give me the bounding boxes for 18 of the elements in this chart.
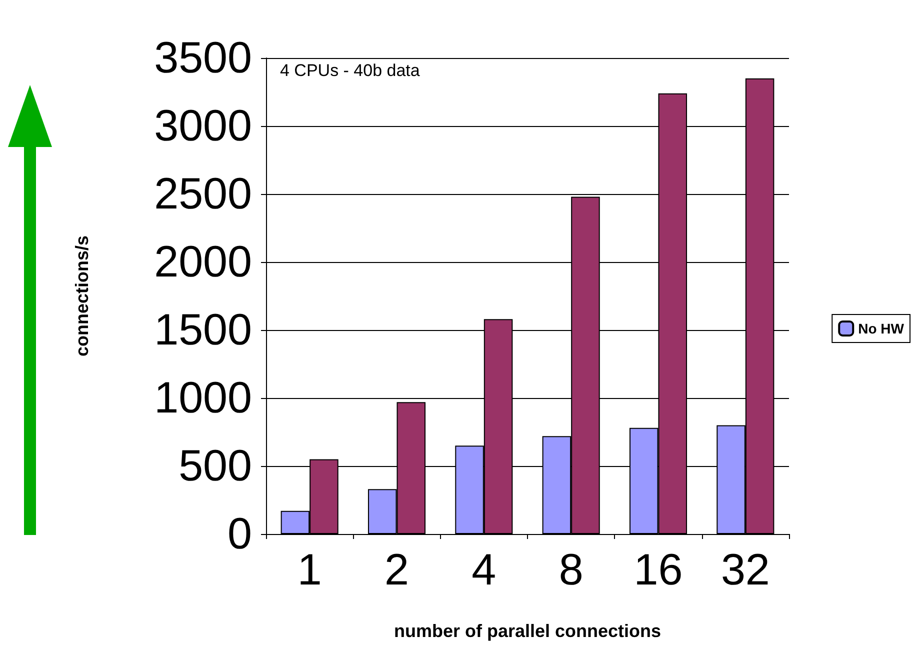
legend-label: No HW [858, 320, 905, 336]
y-tick-label: 0 [228, 510, 252, 558]
y-tick-label: 2500 [154, 170, 252, 218]
y-tick-label: 2000 [154, 238, 252, 286]
y-tick-label: 500 [178, 442, 252, 490]
y-axis-title: connections/s [72, 235, 92, 357]
x-tick-label: 4 [472, 546, 496, 594]
x-tick-label: 8 [558, 546, 584, 594]
y-tick-label: 3500 [154, 34, 252, 82]
x-tick-label: 16 [634, 546, 683, 594]
y-tick-label: 3000 [154, 102, 252, 150]
y-tick-label: 1500 [154, 306, 252, 354]
x-tick-label: 1 [297, 546, 322, 594]
y-tick-label: 1000 [154, 374, 252, 422]
x-tick-label: 2 [384, 546, 409, 594]
x-tick-label: 32 [720, 546, 770, 594]
x-axis-title: number of parallel connections [394, 621, 662, 641]
annotation: 4 CPUs - 40b data [280, 61, 420, 80]
